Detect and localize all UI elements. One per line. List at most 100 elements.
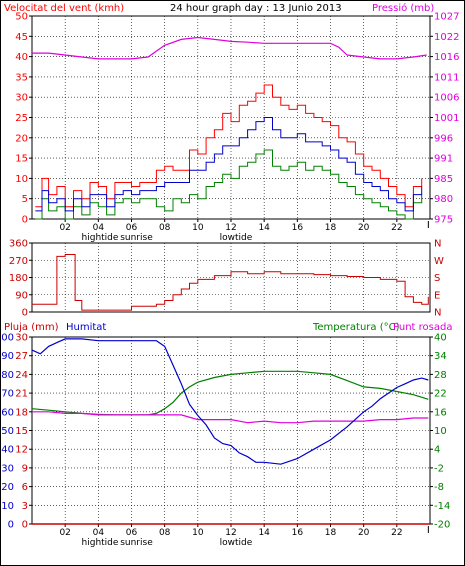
pressure-tick-label: 980 xyxy=(434,194,453,205)
wind-speed-tick-label: 40 xyxy=(15,52,28,63)
temperature-tick-label: 40 xyxy=(434,333,447,344)
pressure-tick-label: 1027 xyxy=(434,12,459,23)
direction-series-layer xyxy=(32,254,429,311)
wind-speed-axis-title: Velocitat del vent (kmh) xyxy=(4,3,124,14)
pressure-axis-title: Pressió (mb) xyxy=(372,2,434,14)
rain-tick-label: 15 xyxy=(15,426,28,437)
x-tick-label: 18 xyxy=(325,223,337,233)
rain-tick-label: 12 xyxy=(15,445,28,456)
rain-tick-label: 24 xyxy=(15,370,28,381)
wind-direction-line xyxy=(32,254,429,311)
temp-series-layer xyxy=(31,338,430,525)
wind-time-axis: 02 04 06 08 10 12 14 16 18 20 22 hightide sunrise low… xyxy=(59,219,429,243)
dewpoint-axis-title: Punt rosada xyxy=(393,322,452,333)
direction-degree-tick-label: 360 xyxy=(9,239,28,250)
x-tick-label: 10 xyxy=(192,223,204,233)
x-tick-label: 12 xyxy=(225,528,236,538)
wind-speed-tick-label: 50 xyxy=(15,12,28,23)
humidity-line xyxy=(31,338,429,465)
x-tick-label: 20 xyxy=(358,223,370,233)
wind-series-layer xyxy=(32,36,427,220)
x-tick-label: 10 xyxy=(192,528,204,538)
rain-tick-label: 27 xyxy=(15,351,28,362)
humidity-tick-label: 0 xyxy=(8,520,14,531)
x-tick-label: 04 xyxy=(93,528,105,538)
x-tick-label: 06 xyxy=(126,223,138,233)
direction-plot-grid xyxy=(32,243,430,312)
x-tick-label: 12 xyxy=(225,223,236,233)
temperature-tick-label: 10 xyxy=(434,426,447,437)
x-tick-label: 16 xyxy=(292,223,304,233)
humidity-tick-label: 60 xyxy=(1,407,14,418)
direction-compass-tick-label: N xyxy=(434,308,441,319)
wind-speed-axis: 0 5 10 15 20 25 30 35 40 45 50 xyxy=(15,12,32,226)
pressure-axis: 975 980 985 991 996 1001 1006 1011 1016 1022 1027 xyxy=(430,12,459,226)
temperature-axis-title: Temperatura (°C) xyxy=(312,322,400,333)
direction-compass-tick-label: W xyxy=(434,256,444,267)
x-tick-label: 22 xyxy=(391,223,402,233)
wind-minimum-line xyxy=(35,149,423,220)
pressure-tick-label: 1016 xyxy=(434,52,459,63)
wind-speed-tick-label: 0 xyxy=(22,215,28,226)
x-annotation-label: sunrise xyxy=(120,233,153,243)
wind-speed-tick-label: 20 xyxy=(15,133,28,144)
temperature-axis: -20 -14 -8 -2 4 10 16 22 28 34 40 xyxy=(430,333,450,531)
x-tick-label: 02 xyxy=(59,528,70,538)
direction-degree-tick-label: 180 xyxy=(9,273,28,284)
x-tick-label: 16 xyxy=(292,528,304,538)
wind-speed-tick-label: 25 xyxy=(15,113,28,124)
x-annotation-label: hightide xyxy=(82,538,119,548)
humidity-tick-label: 50 xyxy=(1,426,14,437)
wind-average-line xyxy=(35,117,423,212)
direction-compass-tick-label: E xyxy=(434,290,440,301)
pressure-tick-label: 975 xyxy=(434,215,453,226)
pressure-tick-label: 991 xyxy=(434,154,453,165)
chart-title: 24 hour graph day : 13 Junio 2013 xyxy=(170,3,342,14)
x-tick-label: 04 xyxy=(93,223,105,233)
rain-tick-label: 21 xyxy=(15,389,28,400)
wind-speed-tick-label: 45 xyxy=(15,32,28,43)
x-tick-label: 18 xyxy=(325,528,337,538)
wind-gust-line xyxy=(35,84,423,208)
rain-tick-label: 6 xyxy=(22,482,28,493)
temperature-tick-label: 16 xyxy=(434,407,447,418)
pressure-tick-label: 996 xyxy=(434,133,453,144)
rain-axis: 0 3 6 9 12 15 18 21 24 27 30 xyxy=(15,333,32,531)
direction-compass-tick-label: N xyxy=(434,239,441,250)
pressure-tick-label: 1001 xyxy=(434,113,459,124)
x-tick-label: 14 xyxy=(258,528,270,538)
direction-compass-tick-label: S xyxy=(434,273,440,284)
pressure-tick-label: 1011 xyxy=(434,72,459,83)
temp-plot-grid xyxy=(32,337,430,524)
rain-tick-label: 18 xyxy=(15,407,28,418)
humidity-tick-label: 100 xyxy=(0,333,14,344)
direction-degree-tick-label: 90 xyxy=(15,290,28,301)
x-annotation-label: lowtide xyxy=(220,538,253,548)
dewpoint-line xyxy=(32,411,429,424)
rain-tick-label: 3 xyxy=(22,501,28,512)
rain-tick-label: 9 xyxy=(22,463,28,474)
temperature-tick-label: -14 xyxy=(434,501,450,512)
x-tick-label: 14 xyxy=(258,223,270,233)
x-tick-label: 08 xyxy=(159,223,171,233)
humidity-tick-label: 80 xyxy=(1,370,14,381)
rain-tick-label: 30 xyxy=(15,333,28,344)
humidity-axis: 0 10 20 30 40 50 60 70 80 90 100 xyxy=(0,333,14,531)
temp-time-axis: 02 04 06 08 10 12 14 16 18 20 22 hightide sunrise low… xyxy=(59,524,429,548)
wind-speed-tick-label: 5 xyxy=(22,194,28,205)
wind-speed-tick-label: 15 xyxy=(15,154,28,165)
humidity-tick-label: 10 xyxy=(1,501,14,512)
temperature-tick-label: -20 xyxy=(434,520,450,531)
temperature-tick-label: 22 xyxy=(434,389,447,400)
temperature-tick-label: 4 xyxy=(434,445,440,456)
humidity-tick-label: 40 xyxy=(1,445,14,456)
x-annotation-label: sunrise xyxy=(120,538,153,548)
pressure-line xyxy=(32,36,427,60)
rain-axis-title: Pluja (mm) xyxy=(4,322,59,333)
x-annotation-label: lowtide xyxy=(220,233,253,243)
direction-degrees-axis: 360 270 180 90 0 xyxy=(9,239,32,319)
x-tick-label: 20 xyxy=(358,528,370,538)
